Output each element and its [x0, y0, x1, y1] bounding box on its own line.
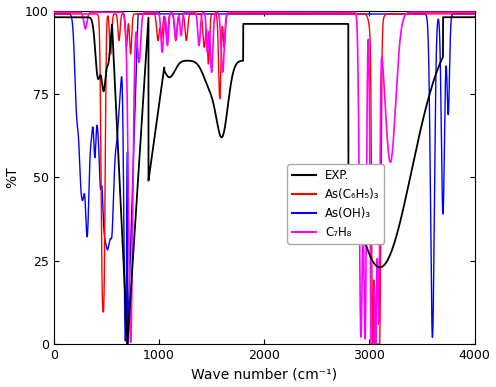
- Legend: EXP., As(C₆H₅)₃, As(OH)₃, C₇H₈: EXP., As(C₆H₅)₃, As(OH)₃, C₇H₈: [287, 164, 384, 243]
- X-axis label: Wave number (cm⁻¹): Wave number (cm⁻¹): [191, 367, 337, 382]
- Y-axis label: %T: %T: [5, 166, 19, 188]
